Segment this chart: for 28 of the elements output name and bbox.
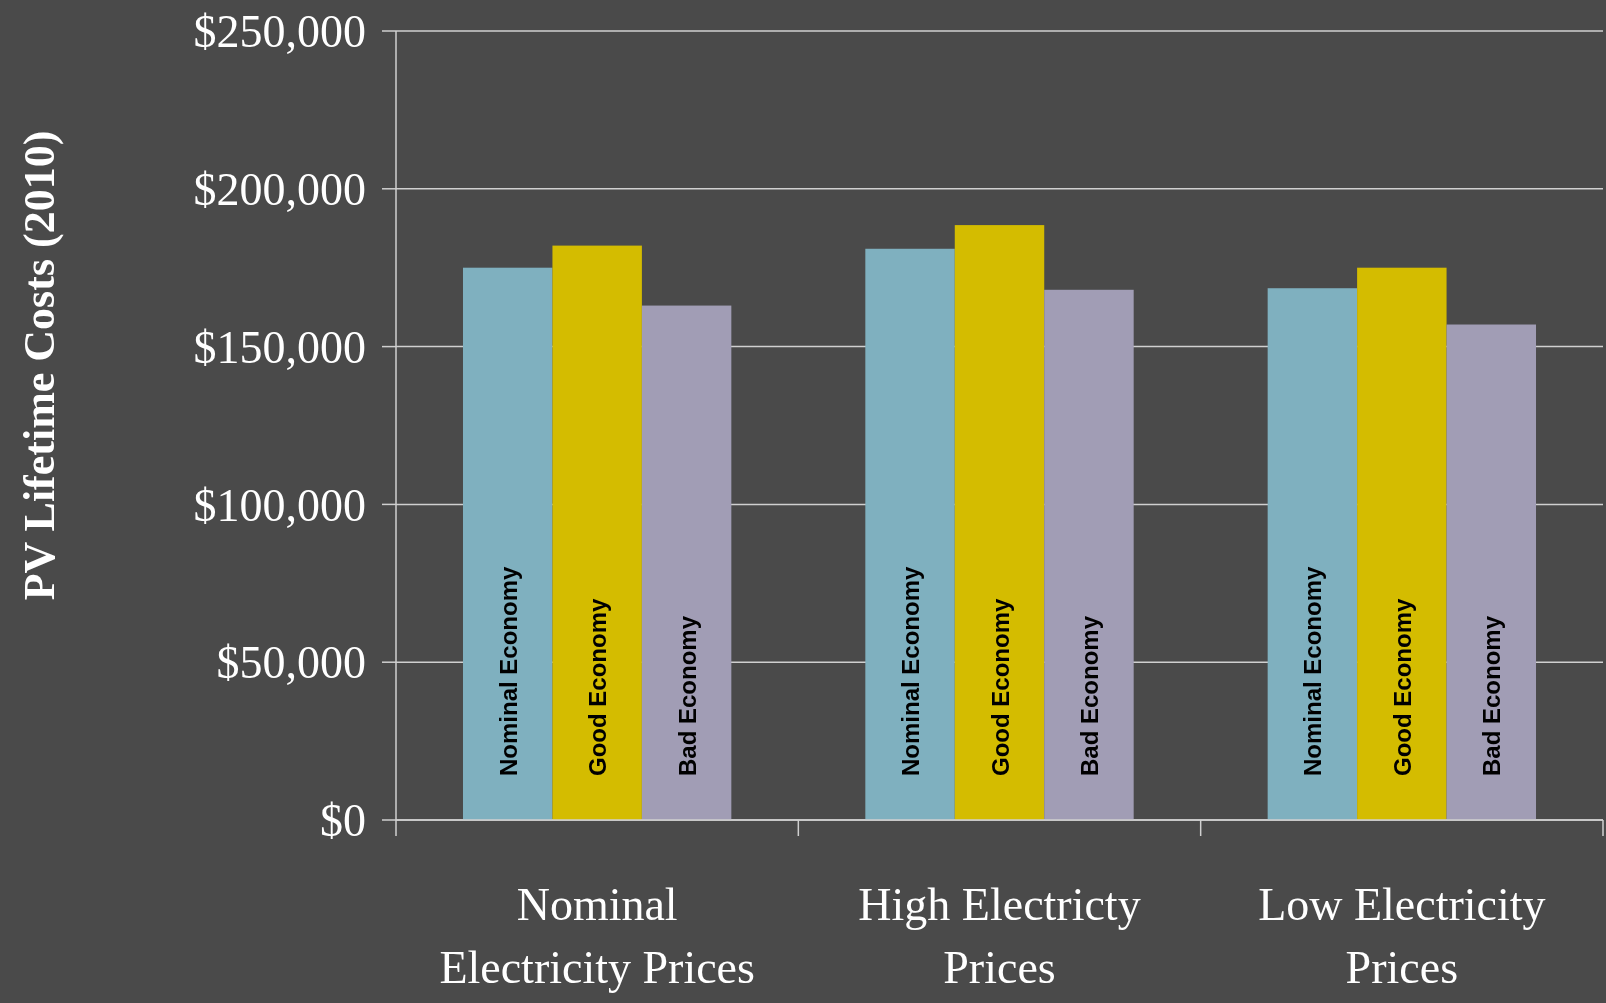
bar	[865, 248, 955, 820]
bar	[641, 305, 732, 820]
bar	[1446, 324, 1537, 820]
bar	[462, 267, 553, 820]
bar	[552, 245, 642, 820]
bar	[954, 225, 1045, 820]
x-tick-label: Nominal Electricity Prices	[439, 879, 755, 993]
series-label: Nominal Economy	[897, 565, 925, 776]
y-tick-label: $100,000	[193, 479, 366, 531]
y-tick-label: $200,000	[193, 163, 366, 215]
series-label: Good Economy	[584, 598, 612, 776]
x-tick-label: Low Electricity Prices	[1258, 879, 1546, 993]
y-tick-label: $150,000	[193, 321, 366, 373]
text: Good Economy	[986, 598, 1014, 776]
bar	[1044, 289, 1134, 820]
y-tick-label: $0	[320, 795, 366, 847]
text: Bad Economy	[673, 615, 701, 776]
bar	[1357, 267, 1447, 820]
series-label: Bad Economy	[1478, 615, 1506, 776]
bar	[1267, 288, 1358, 820]
y-tick-label: $50,000	[216, 637, 366, 689]
text: Good Economy	[1388, 598, 1416, 776]
text: Bad Economy	[1075, 615, 1103, 776]
text: Nominal Economy	[494, 566, 522, 776]
y-tick-label: $250,000	[193, 6, 366, 58]
text: Nominal Economy	[1299, 566, 1327, 776]
y-axis-title: PV Lifetime Costs (2010)	[15, 130, 64, 601]
x-tick-label: High Electricty Prices	[858, 879, 1141, 993]
